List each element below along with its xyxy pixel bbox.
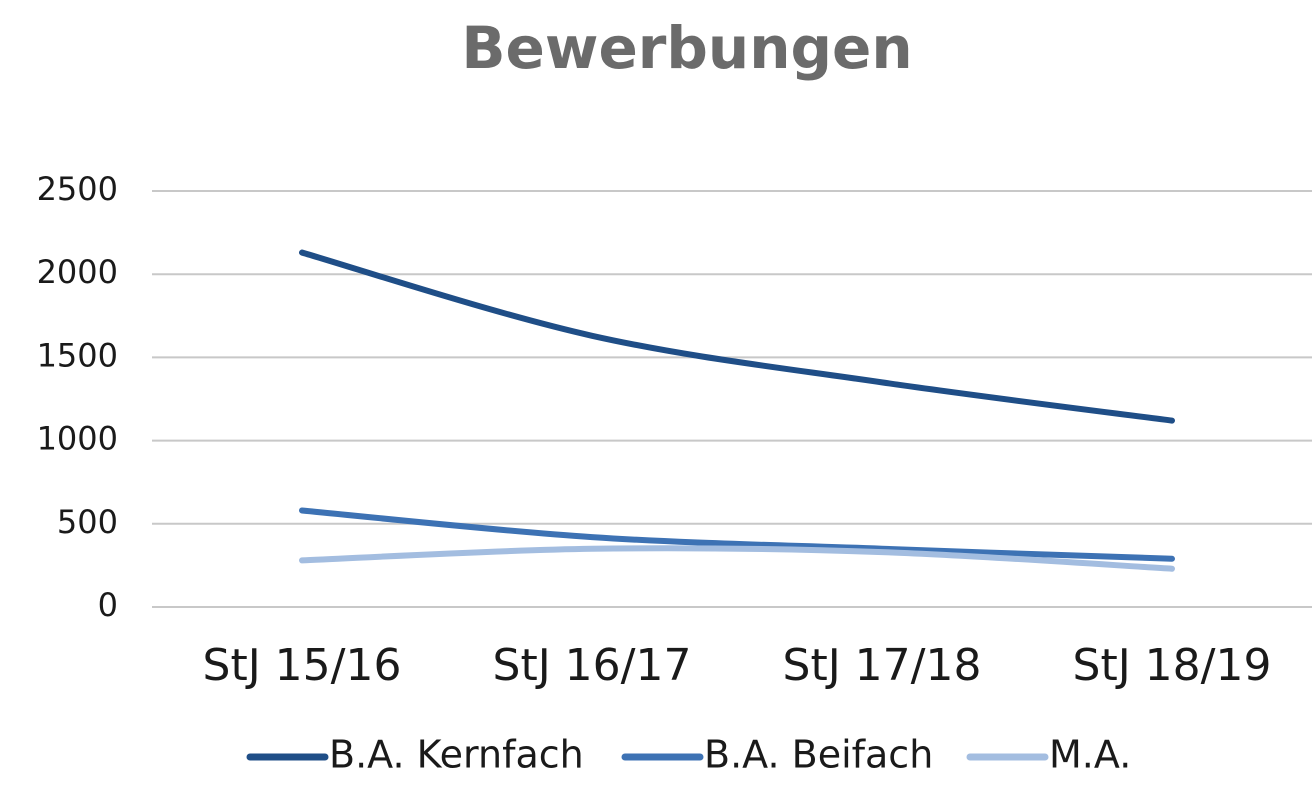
- y-tick-label: 2000: [37, 253, 118, 291]
- series-line: [299, 507, 1175, 562]
- y-tick-label: 1500: [37, 336, 118, 374]
- y-tick-label: 500: [57, 503, 118, 541]
- series-line: [299, 249, 1175, 424]
- x-tick-label: StJ 17/18: [783, 640, 982, 691]
- y-tick-label: 0: [98, 586, 118, 624]
- y-tick-label: 2500: [37, 170, 118, 208]
- legend-label: B.A. Beifach: [704, 733, 933, 777]
- legend-label: M.A.: [1049, 733, 1131, 777]
- y-tick-label: 1000: [37, 420, 118, 458]
- chart-title: Bewerbungen: [461, 14, 912, 82]
- series-line: [299, 545, 1175, 572]
- x-tick-label: StJ 16/17: [493, 640, 692, 691]
- x-tick-label: StJ 15/16: [203, 640, 402, 691]
- legend-label: B.A. Kernfach: [329, 733, 584, 777]
- x-tick-label: StJ 18/19: [1073, 640, 1272, 691]
